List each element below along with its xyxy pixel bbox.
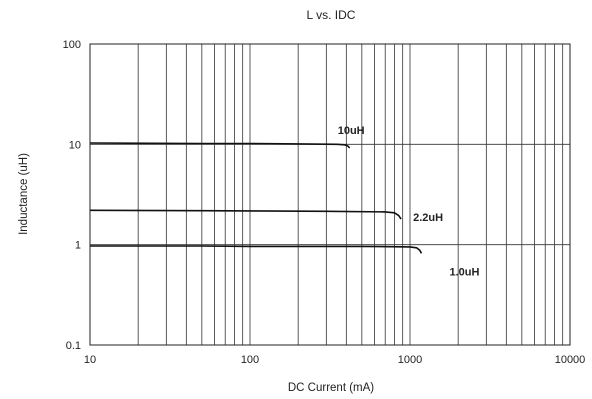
y-axis-label: Inductance (uH) — [18, 153, 30, 235]
plot-frame — [89, 43, 571, 346]
y-tick-label: 10 — [69, 139, 81, 151]
series-line — [89, 142, 351, 149]
x-tick-label: 1000 — [398, 354, 422, 366]
series-line — [89, 209, 402, 220]
series-label: 10uH — [338, 125, 365, 137]
chart-title: L vs. IDC — [307, 8, 356, 22]
y-tick-label: 0.1 — [66, 340, 81, 352]
series-label: 1.0uH — [450, 266, 480, 278]
chart-grid — [90, 44, 570, 345]
series-group: 10uH 2.2uH 1.0uH — [89, 125, 480, 278]
x-tick-label: 10 — [84, 354, 96, 366]
x-tick-label: 100 — [241, 354, 259, 366]
x-tick-label: 10000 — [555, 354, 586, 366]
series-line — [90, 245, 423, 254]
tick-labels: 10 100 1000 10000 0.1 1 10 100 — [63, 39, 586, 366]
y-tick-label: 1 — [75, 240, 81, 252]
x-axis-label: DC Current (mA) — [288, 382, 374, 394]
y-tick-label: 100 — [63, 39, 81, 51]
series-label: 2.2uH — [413, 212, 443, 224]
